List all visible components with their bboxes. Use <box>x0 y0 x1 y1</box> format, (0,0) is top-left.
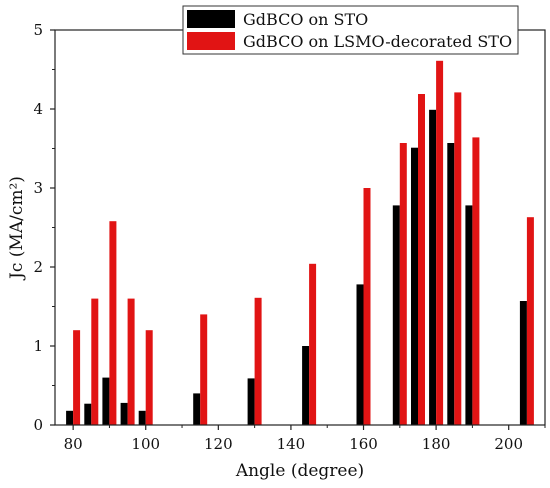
bar-lsmo-3 <box>127 298 135 425</box>
bar-lsmo-4 <box>145 330 153 425</box>
bar-lsmo-8 <box>363 188 371 425</box>
bar-lsmo-9 <box>399 143 407 425</box>
y-tick-label-4: 4 <box>33 100 43 118</box>
x-tick-label-5: 180 <box>422 435 451 453</box>
bar-sto-5 <box>193 393 201 425</box>
bar-sto-10 <box>411 147 418 425</box>
bar-sto-3 <box>120 402 128 425</box>
legend-swatch-0 <box>187 10 235 28</box>
legend-swatch-1 <box>187 32 235 50</box>
bar-sto-12 <box>447 143 455 425</box>
bar-lsmo-2 <box>109 221 117 425</box>
bar-sto-4 <box>138 410 146 425</box>
bar-lsmo-10 <box>418 94 425 425</box>
bar-lsmo-13 <box>472 137 480 425</box>
y-tick-label-1: 1 <box>33 337 43 355</box>
x-tick-label-2: 120 <box>204 435 233 453</box>
x-tick-label-6: 200 <box>494 435 523 453</box>
bar-sto-1 <box>84 403 92 425</box>
bar-sto-14 <box>519 301 527 425</box>
bar-lsmo-7 <box>309 263 317 425</box>
bar-sto-11 <box>429 109 437 426</box>
bar-lsmo-5 <box>200 314 208 425</box>
bar-sto-2 <box>102 377 110 425</box>
x-tick-label-4: 160 <box>349 435 378 453</box>
legend-box <box>182 5 519 55</box>
bar-sto-6 <box>247 378 255 425</box>
bar-sto-0 <box>66 410 74 425</box>
bar-lsmo-14 <box>526 217 534 425</box>
y-axis-title: Jc (MA/cm²) <box>7 176 27 281</box>
x-axis-title: Angle (degree) <box>235 461 364 481</box>
bar-lsmo-0 <box>73 330 81 425</box>
y-tick-label-5: 5 <box>33 21 43 39</box>
bar-lsmo-11 <box>436 60 444 426</box>
y-tick-label-2: 2 <box>33 258 43 276</box>
x-tick-label-1: 100 <box>131 435 160 453</box>
bar-sto-8 <box>356 284 364 425</box>
bar-sto-13 <box>465 205 473 425</box>
y-tick-label-3: 3 <box>33 179 43 197</box>
x-tick-label-3: 140 <box>277 435 306 453</box>
bar-lsmo-6 <box>254 297 262 425</box>
bar-sto-9 <box>392 205 400 425</box>
y-tick-label-0: 0 <box>33 416 43 434</box>
bar-lsmo-1 <box>91 298 99 425</box>
bar-lsmo-12 <box>454 92 462 426</box>
bar-sto-7 <box>302 346 310 425</box>
legend-label-0: GdBCO on STO <box>243 10 368 29</box>
legend-label-1: GdBCO on LSMO-decorated STO <box>243 32 512 51</box>
x-tick-label-0: 80 <box>64 435 83 453</box>
